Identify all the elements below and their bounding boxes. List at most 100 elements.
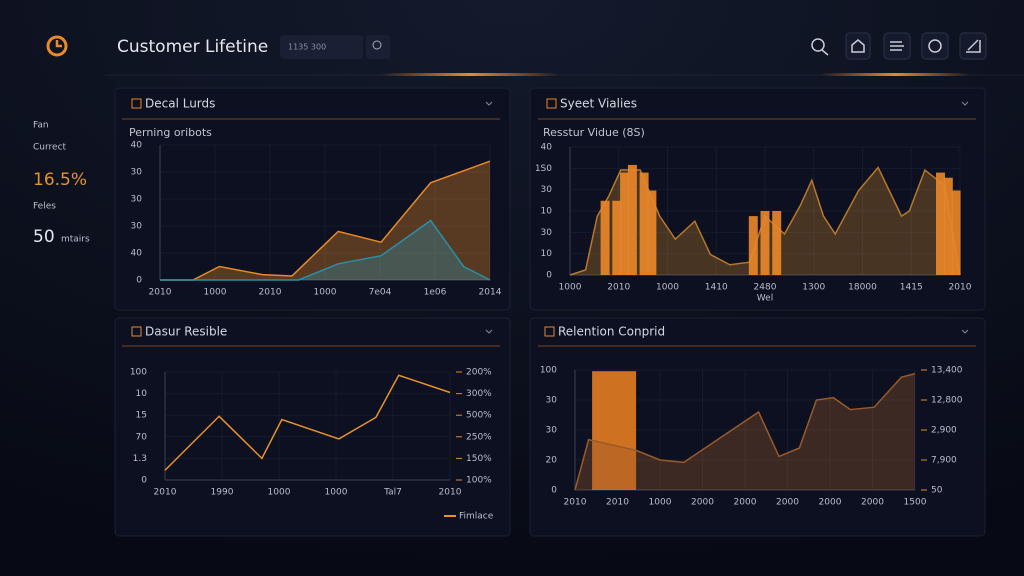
y-tick-label: 70	[136, 432, 148, 442]
home-button[interactable]	[845, 32, 871, 60]
y-tick-label: 30	[546, 396, 558, 406]
y-tick-label: 30	[541, 228, 553, 238]
zoom-icon[interactable]	[811, 38, 825, 52]
panel-icon	[544, 326, 555, 337]
y-tick-label: 10	[136, 389, 148, 399]
x-tick-label: 2010	[564, 498, 587, 508]
area	[575, 373, 915, 490]
y-tick-label: 0	[136, 276, 142, 286]
y2-tick-label: 7,900	[931, 456, 957, 466]
x-tick-label: 2010	[949, 283, 972, 293]
x-tick-label: 2000	[861, 498, 884, 508]
x-tick-label: 2010	[606, 498, 629, 508]
y2-tick-label: 100%	[466, 476, 492, 486]
x-tick-label: 1000	[649, 498, 672, 508]
y-tick-label: 30	[131, 168, 143, 178]
x-tick-label: 2480	[754, 283, 777, 293]
search-button[interactable]	[366, 35, 390, 59]
logo-hand	[55, 40, 62, 48]
x-tick-label: 1300	[802, 283, 825, 293]
y-tick-label: 15	[136, 411, 147, 421]
y2-tick-label: 250%	[466, 432, 492, 442]
panel	[114, 317, 511, 537]
panel	[529, 317, 986, 537]
x-tick-label: 2010	[439, 488, 462, 498]
y2-tick-label: 500%	[466, 411, 492, 421]
x-tick-label: 2010	[607, 283, 630, 293]
panel-menu[interactable]	[485, 329, 493, 334]
x-tick-label: 2000	[734, 498, 757, 508]
x-tick-label: 1000	[204, 288, 227, 298]
sidebar-kpi: 16.5%	[33, 170, 87, 190]
y2-tick-label: 12,800	[931, 396, 963, 406]
logo	[46, 35, 68, 57]
x-tick-label: 1000	[314, 288, 337, 298]
y-tick-label: 30	[131, 222, 143, 232]
panel-title: Syeet Vialies	[560, 97, 637, 111]
x-tick-label: 2010	[154, 488, 177, 498]
bar	[620, 172, 630, 275]
x-tick-label: 2000	[691, 498, 714, 508]
bar	[772, 211, 782, 275]
y-tick-label: 30	[541, 185, 553, 195]
panel-menu[interactable]	[961, 101, 969, 106]
bar	[760, 211, 770, 275]
home-icon	[851, 39, 865, 53]
panel-menu[interactable]	[485, 101, 493, 106]
y2-tick-label: 300%	[466, 389, 492, 399]
panel-icon	[546, 98, 557, 109]
y-tick-label: 1S0	[535, 164, 552, 174]
clock-button[interactable]	[921, 32, 949, 60]
panel-title: Decal Lurds	[145, 97, 215, 111]
edit-icon	[966, 39, 981, 53]
y-tick-label: 1.3	[133, 454, 147, 464]
line	[164, 374, 451, 471]
y-tick-label: 40	[131, 141, 143, 151]
panel-menu[interactable]	[961, 329, 969, 334]
area	[160, 220, 490, 280]
x-tick-label: Tal7	[383, 488, 402, 498]
x-tick-label: 1415	[900, 283, 923, 293]
bar	[612, 200, 622, 275]
y2-tick-label: 200%	[466, 368, 492, 378]
sidebar-unit: mtairs	[61, 235, 90, 245]
search-text: 1135 300	[288, 43, 326, 52]
bar	[600, 200, 610, 275]
y-tick-label: 100	[540, 366, 557, 376]
y-tick-label: 30	[131, 195, 143, 205]
zoom-handle	[821, 49, 829, 56]
sidebar-label: Currect	[33, 143, 67, 153]
y-tick-label: 10	[541, 207, 553, 217]
legend-label: Fimlace	[459, 512, 494, 522]
x-tick-label: 2000	[819, 498, 842, 508]
y-tick-label: 100	[130, 368, 147, 378]
bar	[639, 172, 649, 275]
x-tick-label: 1000	[656, 283, 679, 293]
x-tick-label: 18000	[848, 283, 877, 293]
y2-tick-label: 2,900	[931, 426, 957, 436]
line	[160, 219, 491, 281]
search-box[interactable]	[280, 35, 363, 59]
panel-title: Dasur Resible	[145, 325, 227, 339]
bar	[748, 216, 758, 275]
y-tick-label: 0	[551, 486, 557, 496]
header-glow	[820, 73, 970, 76]
line	[160, 160, 491, 281]
y-tick-label: 10	[541, 249, 553, 259]
export-icon	[890, 41, 904, 51]
sidebar-stat: 50	[33, 227, 55, 247]
x-tick-label: 1e06	[424, 288, 447, 298]
x-tick-label: 2000	[776, 498, 799, 508]
x-tick-label: 2010	[259, 288, 282, 298]
panel-icon	[131, 326, 142, 337]
y-tick-label: 40	[131, 249, 143, 259]
y2-tick-label: 13,400	[931, 366, 963, 376]
x-tick-label: 1410	[705, 283, 728, 293]
bar	[647, 190, 657, 275]
bar	[943, 177, 953, 275]
x-tick-label: 1000	[268, 488, 291, 498]
sidebar-label: Fan	[33, 121, 49, 131]
panel-subtitle: Resstur Vidue (8S)	[543, 126, 645, 139]
area	[160, 161, 490, 280]
